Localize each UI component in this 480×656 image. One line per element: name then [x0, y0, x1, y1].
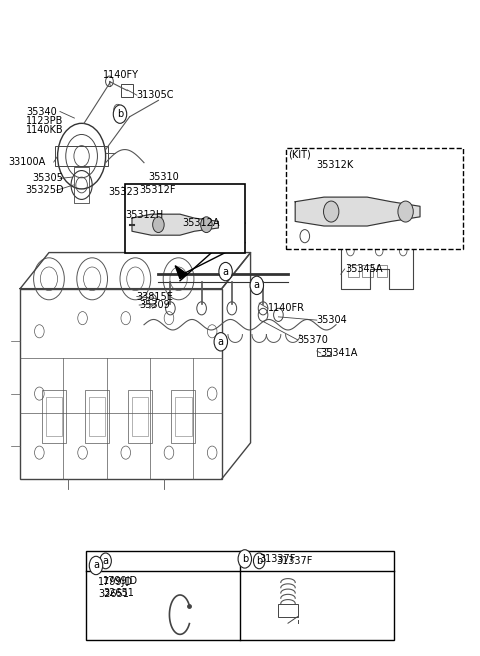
Text: 31337F: 31337F [259, 554, 296, 564]
Text: a: a [254, 280, 260, 291]
Text: a: a [103, 556, 108, 566]
Text: 35312A: 35312A [182, 218, 220, 228]
Text: 35312H: 35312H [126, 209, 164, 220]
Bar [55, 146, 108, 166]
Text: b: b [241, 554, 248, 564]
Bar [128, 390, 152, 443]
Text: 1140FY: 1140FY [103, 70, 139, 81]
Text: 1140FR: 1140FR [268, 303, 305, 314]
Text: 35323: 35323 [108, 186, 139, 197]
Text: 35341A: 35341A [321, 348, 358, 358]
Circle shape [113, 105, 127, 123]
Bar [317, 348, 331, 356]
Text: 33815E: 33815E [137, 291, 174, 302]
Bar [278, 604, 298, 617]
Text: 35304: 35304 [317, 315, 348, 325]
Text: 35305: 35305 [33, 173, 63, 184]
Bar [175, 397, 192, 436]
Text: 31305C: 31305C [137, 90, 174, 100]
Circle shape [253, 553, 265, 569]
Text: 33100A: 33100A [9, 157, 46, 167]
Bar [286, 148, 463, 249]
Text: 1799JD
32651: 1799JD 32651 [103, 577, 138, 598]
Text: 35312F: 35312F [139, 185, 176, 195]
Circle shape [214, 333, 228, 351]
Bar [42, 390, 66, 443]
Text: a: a [93, 560, 99, 571]
Polygon shape [132, 214, 218, 236]
Bar [74, 167, 89, 203]
Circle shape [398, 201, 413, 222]
Text: 1123PB: 1123PB [26, 115, 64, 126]
Circle shape [100, 553, 111, 569]
Text: 35370: 35370 [298, 335, 328, 345]
Bar [348, 265, 359, 277]
Bar [125, 184, 245, 253]
Text: (KIT): (KIT) [288, 149, 311, 159]
Text: 35345A: 35345A [346, 264, 383, 274]
Polygon shape [295, 197, 420, 226]
Bar [89, 397, 105, 436]
Text: a: a [223, 266, 228, 277]
Circle shape [324, 201, 339, 222]
Circle shape [250, 276, 264, 295]
Circle shape [201, 216, 212, 233]
Circle shape [238, 550, 252, 568]
Bar [46, 397, 62, 436]
Circle shape [153, 216, 164, 233]
Bar [85, 390, 109, 443]
Polygon shape [175, 266, 187, 279]
Text: 31337F: 31337F [276, 556, 312, 566]
Text: 35340: 35340 [26, 106, 57, 117]
Text: b: b [117, 109, 123, 119]
Bar [377, 265, 387, 277]
Text: 35309: 35309 [139, 300, 170, 310]
Text: 35312K: 35312K [317, 160, 354, 171]
Circle shape [89, 556, 103, 575]
Text: 35310: 35310 [149, 172, 180, 182]
Circle shape [219, 262, 232, 281]
Bar [20, 289, 222, 479]
Bar [86, 551, 394, 640]
Text: a: a [218, 337, 224, 347]
Text: 1140KB: 1140KB [26, 125, 64, 135]
Text: b: b [256, 556, 263, 566]
Bar [171, 390, 195, 443]
Text: 1799JD
32651: 1799JD 32651 [98, 577, 133, 599]
Bar [132, 397, 148, 436]
Text: 35325D: 35325D [25, 185, 63, 195]
Bar [121, 84, 133, 97]
Bar [362, 265, 373, 277]
